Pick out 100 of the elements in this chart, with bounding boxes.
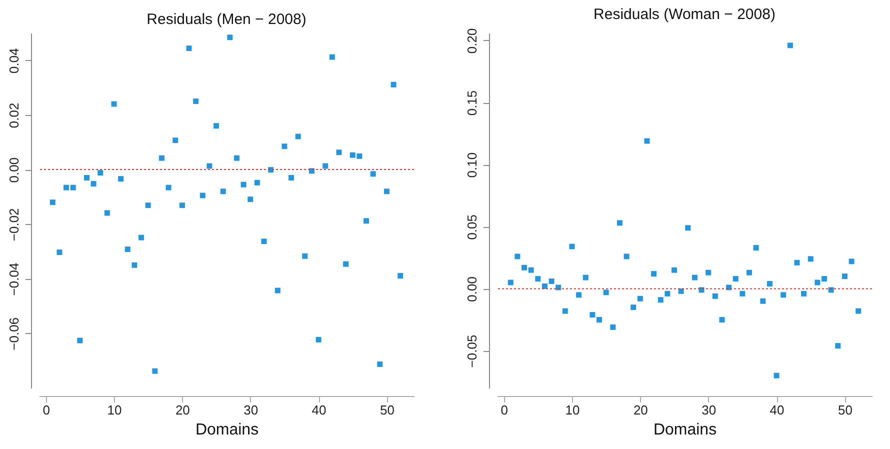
- point: [364, 218, 370, 224]
- point: [842, 274, 848, 280]
- point: [316, 336, 322, 342]
- x-tick-label: 40: [312, 402, 326, 418]
- point: [186, 46, 192, 52]
- point: [658, 297, 664, 303]
- point: [528, 267, 534, 273]
- point: [152, 368, 158, 374]
- point: [582, 274, 588, 280]
- point: [138, 234, 144, 240]
- chart-title: Residuals (Men − 2008): [146, 11, 306, 28]
- y-tick-label: −0.02: [6, 208, 22, 242]
- point: [329, 54, 335, 60]
- point: [166, 184, 172, 190]
- y-tick-label: 0.05: [464, 214, 480, 240]
- x-tick-label: 10: [565, 402, 580, 418]
- point: [158, 155, 164, 161]
- point: [145, 202, 151, 208]
- point: [787, 42, 793, 48]
- y-tick-label: 0.20: [464, 28, 480, 54]
- point: [240, 182, 246, 188]
- point: [610, 324, 616, 330]
- point: [719, 316, 725, 322]
- point: [753, 245, 759, 250]
- point: [548, 278, 554, 284]
- point: [248, 196, 254, 202]
- y-tick-label: 0.00: [6, 157, 22, 183]
- x-tick-label: 10: [107, 402, 122, 418]
- point: [118, 176, 124, 182]
- point: [350, 152, 356, 158]
- point: [514, 254, 520, 260]
- point: [685, 225, 691, 231]
- point: [70, 184, 76, 190]
- point: [780, 292, 786, 298]
- point: [84, 174, 90, 180]
- point: [508, 280, 514, 286]
- point: [624, 254, 630, 260]
- point: [274, 288, 280, 294]
- y-tick-label: −0.05: [464, 334, 480, 368]
- x-axis-title: Domains: [653, 422, 717, 438]
- point: [234, 155, 240, 161]
- point: [398, 273, 404, 279]
- point: [828, 287, 834, 293]
- point: [50, 200, 56, 206]
- y-tick-label: 0.04: [6, 48, 22, 74]
- point: [672, 267, 678, 273]
- point: [760, 298, 766, 304]
- point: [336, 150, 342, 156]
- point: [801, 290, 807, 296]
- point: [603, 290, 609, 296]
- x-tick-label: 30: [702, 402, 716, 418]
- point: [848, 258, 854, 264]
- x-tick-label: 40: [770, 402, 784, 418]
- point: [390, 82, 396, 88]
- point: [766, 280, 772, 286]
- point: [254, 180, 260, 186]
- point: [740, 290, 746, 296]
- point: [193, 98, 199, 104]
- point: [288, 174, 294, 180]
- point: [678, 288, 684, 294]
- point: [522, 264, 528, 270]
- point: [746, 270, 752, 276]
- point: [712, 293, 718, 299]
- point: [706, 270, 712, 276]
- x-tick-label: 0: [500, 402, 508, 418]
- x-tick-label: 20: [175, 402, 190, 418]
- point: [343, 261, 349, 267]
- point: [370, 171, 376, 177]
- point: [774, 372, 780, 378]
- point: [808, 256, 814, 262]
- x-tick-label: 20: [633, 402, 648, 418]
- point: [562, 308, 568, 314]
- point: [282, 144, 288, 150]
- point: [322, 163, 328, 169]
- point: [98, 170, 104, 176]
- point: [104, 210, 110, 216]
- point: [616, 220, 622, 226]
- point: [302, 253, 308, 259]
- point: [179, 202, 185, 208]
- y-tick-label: 0.10: [464, 152, 480, 178]
- point: [692, 274, 698, 280]
- point: [814, 280, 820, 286]
- point: [664, 290, 670, 296]
- point: [732, 276, 738, 282]
- y-tick-label: 0.02: [6, 102, 22, 128]
- point: [590, 312, 596, 318]
- point: [77, 338, 83, 344]
- y-tick-label: 0.15: [464, 90, 480, 116]
- y-tick-label: 0.00: [464, 276, 480, 302]
- x-tick-label: 30: [244, 402, 258, 418]
- point: [356, 153, 362, 159]
- point: [596, 316, 602, 322]
- x-tick-label: 50: [380, 402, 394, 418]
- point: [227, 34, 233, 40]
- point: [856, 308, 862, 314]
- y-tick-label: −0.06: [6, 317, 22, 350]
- point: [576, 292, 582, 298]
- point: [822, 276, 828, 282]
- point: [698, 287, 704, 293]
- point: [794, 260, 800, 266]
